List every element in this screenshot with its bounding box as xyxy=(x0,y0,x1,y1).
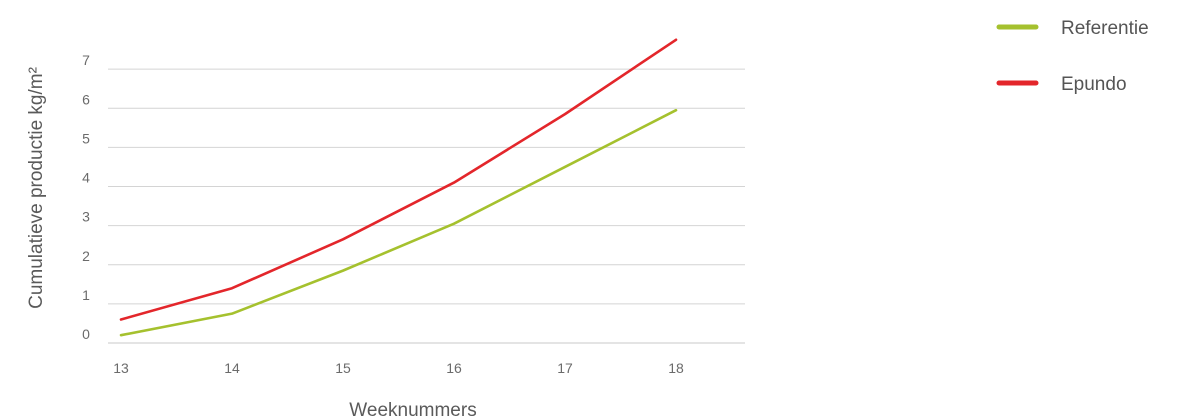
x-axis-title: Weeknummers xyxy=(349,400,476,419)
series-line-epundo xyxy=(119,38,678,321)
legend-label: Referentie xyxy=(1061,18,1149,39)
y-axis-title: Cumulatieve productie kg/m² xyxy=(26,67,47,309)
legend-item-referentie: Referentie xyxy=(996,18,1149,39)
y-tick-label: 1 xyxy=(82,287,90,303)
y-tick-label: 4 xyxy=(82,170,90,186)
x-axis-ticks: 13 14 15 16 17 18 xyxy=(113,360,684,376)
series-lines xyxy=(119,38,678,337)
x-tick-label: 13 xyxy=(113,360,129,376)
y-axis-ticks: 0 1 2 3 4 5 6 7 xyxy=(82,52,90,342)
y-tick-label: 2 xyxy=(82,248,90,264)
gridlines xyxy=(108,68,745,344)
x-tick-label: 16 xyxy=(446,360,462,376)
legend: Referentie Epundo xyxy=(996,18,1149,95)
legend-item-epundo: Epundo xyxy=(996,74,1127,95)
legend-label: Epundo xyxy=(1061,74,1127,95)
y-tick-label: 5 xyxy=(82,130,90,146)
x-tick-label: 18 xyxy=(668,360,684,376)
y-tick-label: 0 xyxy=(82,326,90,342)
y-tick-label: 3 xyxy=(82,209,90,225)
y-tick-label: 7 xyxy=(82,52,90,68)
x-tick-label: 15 xyxy=(335,360,351,376)
y-tick-label: 6 xyxy=(82,91,90,107)
x-tick-label: 17 xyxy=(557,360,573,376)
x-tick-label: 14 xyxy=(224,360,240,376)
series-line-referentie xyxy=(119,108,678,337)
